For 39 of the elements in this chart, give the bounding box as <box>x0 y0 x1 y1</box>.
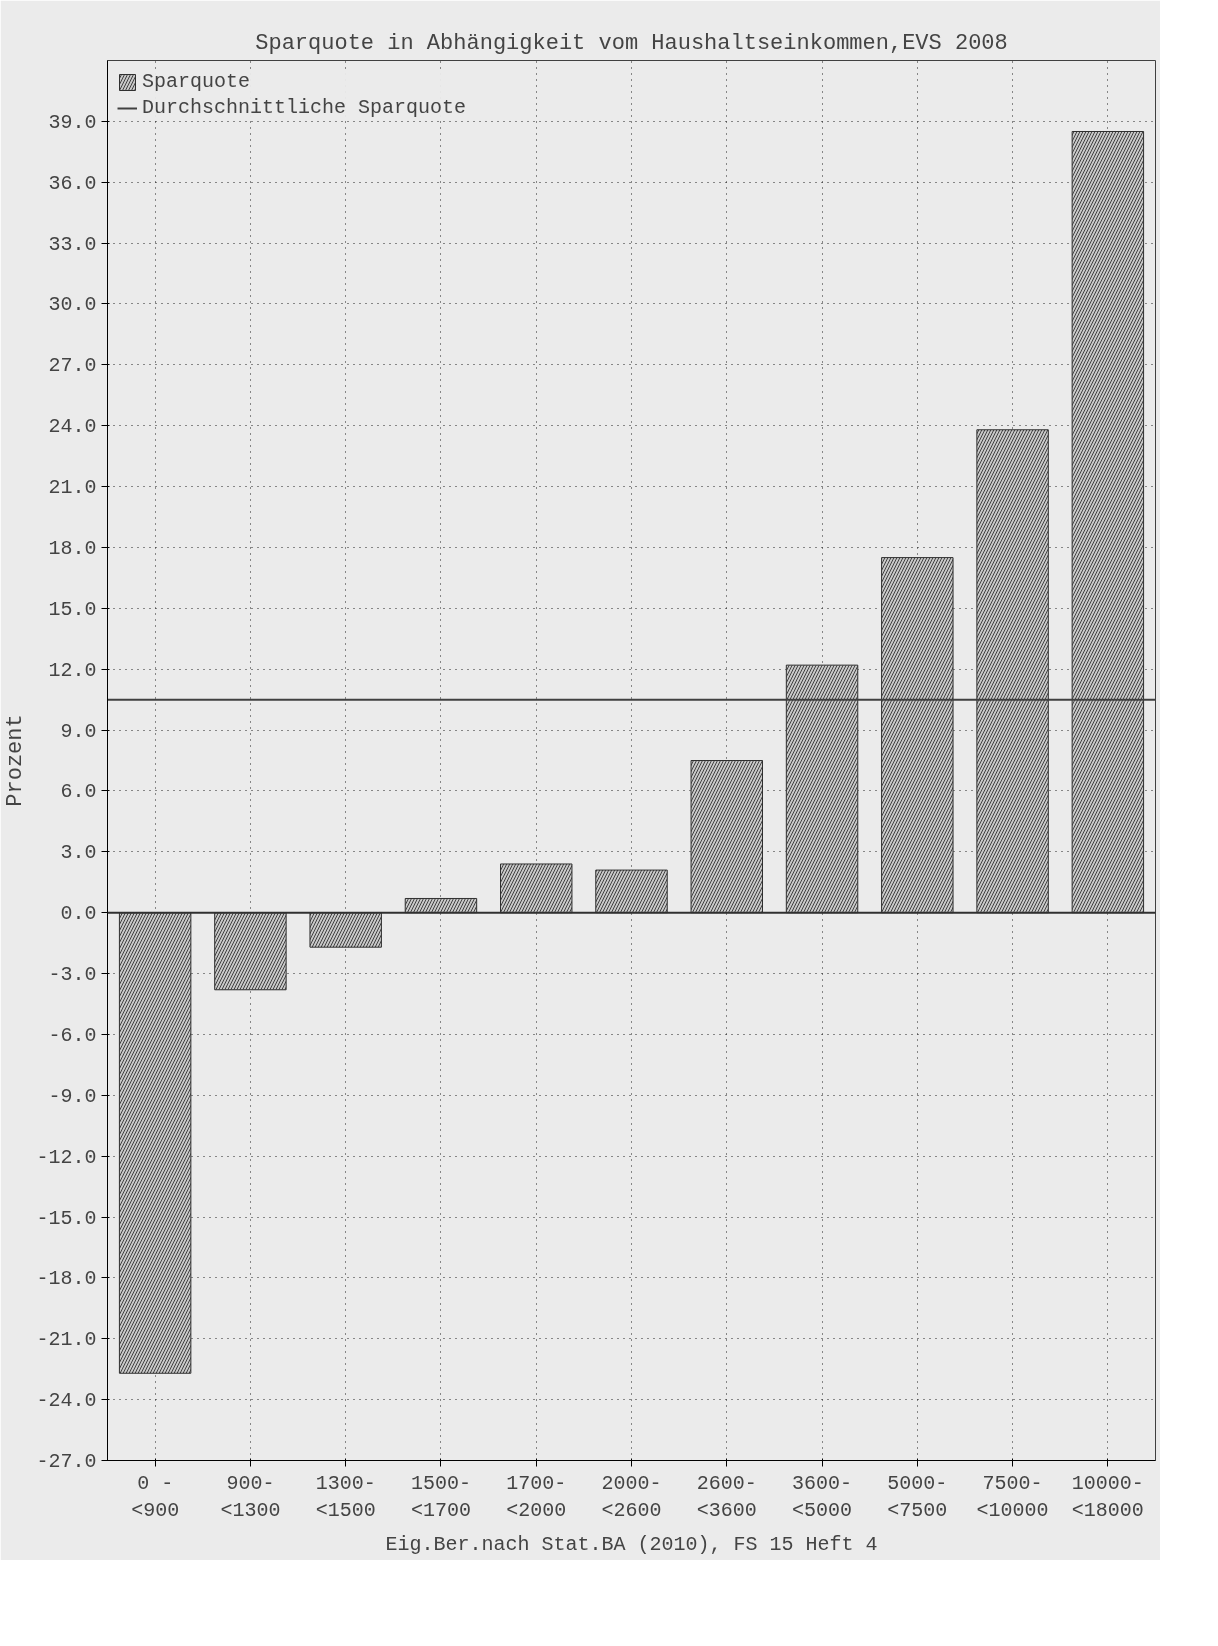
legend-label: Durchschnittliche Sparquote <box>142 96 467 119</box>
y-tick-label: -3.0 <box>48 963 97 987</box>
y-tick-label: -6.0 <box>48 1023 97 1047</box>
y-tick-label: -18.0 <box>36 1267 97 1291</box>
y-axis-title: Prozent <box>3 714 29 807</box>
x-tick-label: 2000- <2600 <box>601 1471 662 1523</box>
x-tick-label: 3600- <5000 <box>792 1471 853 1523</box>
chart-title: Sparquote in Abhängigkeit vom Haushaltseinkommen,EVS 2008 <box>255 30 1008 56</box>
x-tick-label: 5000- <7500 <box>887 1471 948 1523</box>
y-tick-label: 21.0 <box>48 476 97 500</box>
text: Eig.Ber.nach Stat.BA (2010), FS 15 Heft 4 <box>385 1532 878 1556</box>
y-tick-label: -21.0 <box>36 1328 97 1352</box>
x-tick-label: 0 - <900 <box>131 1471 180 1523</box>
y-tick-label: 12.0 <box>48 658 97 682</box>
y-tick-label: 39.0 <box>48 110 97 134</box>
y-tick-label: 36.0 <box>48 171 97 195</box>
y-tick-label: 15.0 <box>48 597 97 621</box>
y-tick-label: 3.0 <box>60 841 97 865</box>
y-tick-label: -27.0 <box>36 1450 97 1473</box>
y-tick-label: -12.0 <box>36 1145 97 1169</box>
y-tick-label: -9.0 <box>48 1084 97 1108</box>
y-tick-label: 0.0 <box>60 902 97 926</box>
x-tick-label: 1700- <2000 <box>506 1471 567 1523</box>
y-tick-label: 33.0 <box>48 232 97 256</box>
y-tick-label: 24.0 <box>48 415 97 439</box>
x-tick-label: 7500- <10000 <box>976 1471 1049 1523</box>
y-tick-label: 27.0 <box>48 354 97 378</box>
y-tick-label: -24.0 <box>36 1389 97 1413</box>
y-tick-label: 30.0 <box>48 293 97 317</box>
x-tick-label: 2600- <3600 <box>696 1471 757 1523</box>
legend-label: Sparquote <box>142 70 251 93</box>
x-tick-label: 900- <1300 <box>220 1471 281 1523</box>
y-tick-label: -15.0 <box>36 1206 97 1230</box>
y-tick-label: 6.0 <box>60 780 97 804</box>
y-tick-label: 9.0 <box>60 719 97 743</box>
y-tick-label: 18.0 <box>48 536 97 560</box>
x-tick-label: 1500- <1700 <box>410 1471 471 1523</box>
x-tick-label: 10000- <18000 <box>1071 1471 1144 1523</box>
x-tick-label: 1300- <1500 <box>315 1471 376 1523</box>
